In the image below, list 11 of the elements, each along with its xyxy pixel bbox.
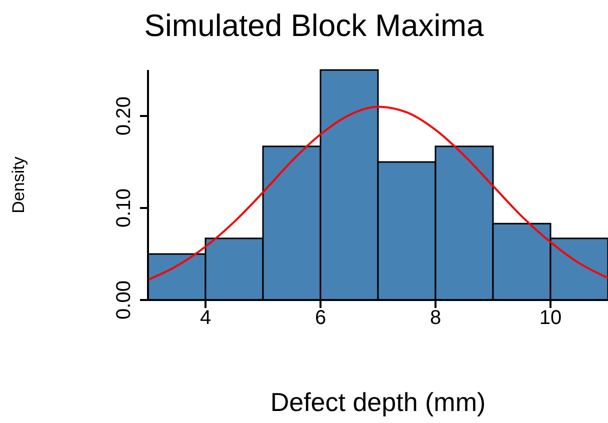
x-tick-label: 8 (430, 307, 442, 330)
line-series (148, 106, 608, 281)
y-axis-title: Density (9, 156, 28, 214)
chart-title: Simulated Block Maxima (143, 8, 485, 44)
y-tick-label: 0.10 (113, 188, 135, 228)
x-axis-title: Defect depth (mm) (270, 387, 486, 417)
x-tick-label: 10 (539, 307, 562, 330)
y-tick-label: 0.00 (113, 280, 135, 320)
y-tick-label: 0.20 (113, 96, 135, 136)
x-tick-label: 6 (314, 307, 326, 330)
x-tick-label: 4 (200, 307, 212, 330)
